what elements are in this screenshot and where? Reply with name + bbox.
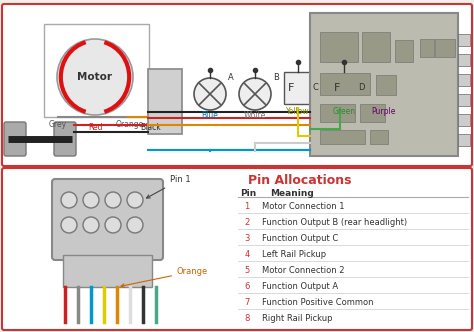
Text: Pin: Pin xyxy=(240,189,256,198)
Text: 3: 3 xyxy=(244,234,250,243)
Text: Motor Connection 1: Motor Connection 1 xyxy=(262,202,345,211)
Text: B: B xyxy=(273,73,279,82)
Text: Function Output A: Function Output A xyxy=(262,282,338,291)
Text: Yellow: Yellow xyxy=(286,107,310,116)
Text: 1: 1 xyxy=(245,202,250,211)
Bar xyxy=(330,72,358,104)
Text: Black: Black xyxy=(140,123,161,132)
Circle shape xyxy=(61,217,77,233)
Bar xyxy=(320,104,355,122)
Bar xyxy=(420,39,434,57)
Circle shape xyxy=(194,78,226,110)
Bar xyxy=(376,75,396,95)
Bar xyxy=(360,104,385,122)
Text: F: F xyxy=(288,83,294,93)
Text: Pin Allocations: Pin Allocations xyxy=(248,174,352,187)
Circle shape xyxy=(83,217,99,233)
Text: 2: 2 xyxy=(245,218,250,227)
Text: Left Rail Pickup: Left Rail Pickup xyxy=(262,250,326,259)
Text: 6: 6 xyxy=(244,282,250,291)
Circle shape xyxy=(127,192,143,208)
Text: Function Output B (rear headlight): Function Output B (rear headlight) xyxy=(262,218,407,227)
Text: Orange: Orange xyxy=(116,120,144,129)
Text: Orange: Orange xyxy=(121,267,208,287)
Bar xyxy=(320,73,370,95)
Text: Green: Green xyxy=(332,107,356,116)
Text: D: D xyxy=(358,84,364,93)
Bar xyxy=(63,255,152,287)
Circle shape xyxy=(127,217,143,233)
Text: 5: 5 xyxy=(245,266,250,275)
Text: F: F xyxy=(334,83,340,93)
Bar xyxy=(370,130,388,144)
Text: Function Output C: Function Output C xyxy=(262,234,338,243)
Text: 7: 7 xyxy=(244,298,250,307)
Text: Blue: Blue xyxy=(201,111,219,120)
Bar xyxy=(458,134,470,146)
Bar xyxy=(310,13,458,156)
Text: Meaning: Meaning xyxy=(270,189,314,198)
Circle shape xyxy=(105,192,121,208)
Text: Motor Connection 2: Motor Connection 2 xyxy=(262,266,345,275)
Text: Motor: Motor xyxy=(78,72,112,82)
Bar xyxy=(320,130,365,144)
FancyBboxPatch shape xyxy=(52,179,163,260)
Circle shape xyxy=(83,192,99,208)
Bar xyxy=(148,69,182,134)
FancyBboxPatch shape xyxy=(4,122,26,156)
Text: A: A xyxy=(228,73,234,82)
Bar xyxy=(458,94,470,106)
Bar xyxy=(362,32,390,62)
Bar xyxy=(458,74,470,86)
Text: Grey: Grey xyxy=(49,120,67,129)
Text: Pin 1: Pin 1 xyxy=(146,175,191,198)
Text: Right Rail Pickup: Right Rail Pickup xyxy=(262,314,332,323)
Bar xyxy=(458,54,470,66)
Text: 8: 8 xyxy=(244,314,250,323)
Text: White: White xyxy=(244,111,266,120)
Text: Purple: Purple xyxy=(371,107,395,116)
FancyBboxPatch shape xyxy=(2,168,472,330)
Bar xyxy=(320,32,358,62)
Text: Function Positive Common: Function Positive Common xyxy=(262,298,374,307)
Bar xyxy=(44,24,149,117)
Circle shape xyxy=(57,39,133,115)
Bar xyxy=(458,114,470,126)
Circle shape xyxy=(105,217,121,233)
Text: Red: Red xyxy=(88,123,102,132)
Bar xyxy=(284,72,312,104)
Text: C: C xyxy=(312,84,318,93)
FancyBboxPatch shape xyxy=(2,4,472,166)
Bar xyxy=(435,39,455,57)
Circle shape xyxy=(239,78,271,110)
Bar xyxy=(395,40,413,62)
Circle shape xyxy=(61,192,77,208)
Text: 4: 4 xyxy=(245,250,250,259)
FancyBboxPatch shape xyxy=(54,122,76,156)
Bar xyxy=(458,34,470,46)
